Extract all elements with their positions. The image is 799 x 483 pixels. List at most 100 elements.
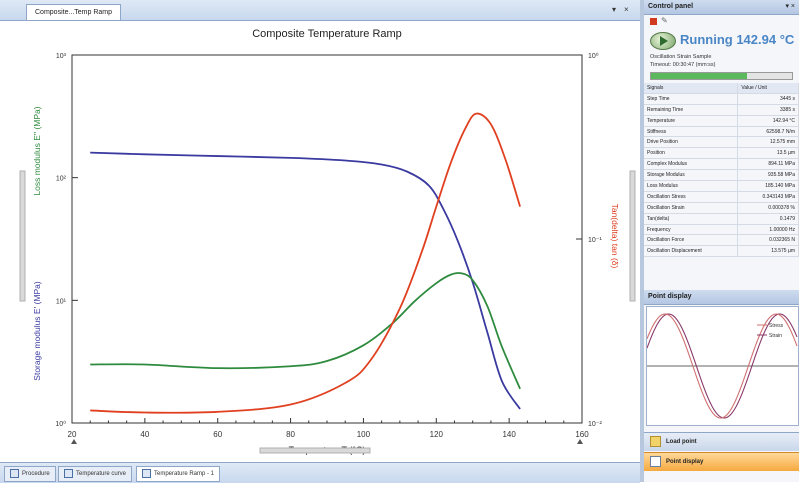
- y-left-tick-label: 10¹: [56, 298, 67, 305]
- ramp-icon: [142, 468, 151, 478]
- curve-icon: [64, 468, 73, 478]
- stress-wave: [647, 313, 798, 419]
- stop-icon[interactable]: [650, 18, 657, 25]
- table-row[interactable]: Oscillation Force 0.032365 N: [644, 234, 799, 247]
- signal-value: 13.5 µm: [737, 147, 799, 160]
- nav-point-display-label: Point display: [666, 459, 704, 465]
- table-row[interactable]: Oscillation Strain 0.000378 %: [644, 202, 799, 214]
- series-line-storage-modulus: [90, 151, 521, 410]
- legend-strain-label: Strain: [769, 333, 782, 339]
- close-icon[interactable]: ×: [624, 5, 629, 14]
- progress-fill: [651, 73, 747, 79]
- y-left-tick-label: 10³: [56, 53, 67, 60]
- settings-icon[interactable]: ✎: [661, 16, 668, 25]
- pane-splitter[interactable]: [640, 0, 644, 482]
- table-row[interactable]: Storage Modulus 935.58 MPa: [644, 169, 799, 182]
- x-scroll-up-arrow: [71, 439, 77, 444]
- table-row[interactable]: Oscillation Stress 0.343143 MPa: [644, 191, 799, 203]
- procedure-icon: [10, 468, 19, 478]
- table-row[interactable]: Tan(delta) 0.1479: [644, 213, 799, 225]
- signal-name: Stiffness: [644, 126, 739, 138]
- signal-name: Oscillation Displacement: [644, 245, 739, 258]
- table-row[interactable]: Position 13.5 µm: [644, 147, 799, 160]
- signal-name: Temperature: [644, 115, 739, 127]
- tab-temperature-ramp-label: Temperature Ramp - 1: [154, 471, 215, 477]
- tab-temperature-curve[interactable]: Temperature curve: [58, 466, 133, 482]
- table-row[interactable]: Stiffness 62598.7 N/m: [644, 126, 799, 138]
- chart-area: Composite Temperature Ramp 20 40 60 80 100 120…: [0, 21, 640, 461]
- signal-value: 935.58 MPa: [737, 169, 799, 182]
- waveform-plot: Stress Strain: [646, 306, 799, 426]
- table-row[interactable]: Loss Modulus 185.140 MPa: [644, 180, 799, 192]
- bottom-tab-bar: Procedure Temperature curve Temperature …: [0, 462, 640, 483]
- point-display-title: Point display: [648, 293, 692, 300]
- load-point-icon: [650, 435, 661, 447]
- signal-name: Complex Modulus: [644, 158, 739, 171]
- x-scroll-right-arrow: [577, 439, 583, 444]
- x-tick-label: 20: [68, 430, 77, 439]
- signal-table: Signals Value / Unit Step Time 3445 s Remai…: [644, 83, 799, 258]
- tab-procedure[interactable]: Procedure: [4, 466, 56, 482]
- nav-load-point[interactable]: Load point: [644, 432, 799, 451]
- table-row[interactable]: Frequency 1.00000 Hz: [644, 224, 799, 236]
- signal-value: 12.575 mm: [737, 136, 799, 149]
- y-left-storage-label: Storage modulus E' (MPa): [32, 281, 42, 381]
- x-tick-label: 40: [140, 430, 149, 439]
- tab-temperature-curve-label: Temperature curve: [76, 471, 127, 477]
- pin-icon[interactable]: ▾ ×: [785, 3, 795, 10]
- signal-value: 3445 s: [737, 93, 799, 105]
- document-tab[interactable]: Composite...Temp Ramp: [26, 4, 122, 20]
- table-header-1[interactable]: Value / Unit: [737, 83, 799, 94]
- signal-name: Drive Position: [644, 136, 739, 149]
- signal-value: 3385 s: [737, 104, 799, 116]
- y-right-tick-label: 10⁰: [588, 52, 599, 60]
- legend-stress-label: Stress: [769, 323, 784, 329]
- x-tick-label: 60: [213, 430, 222, 439]
- signal-name: Step Time: [644, 93, 739, 105]
- left-axis-scroll: [19, 170, 26, 302]
- y-left-tick-label: 10²: [56, 176, 67, 183]
- table-row[interactable]: Step Time 3445 s: [644, 93, 799, 105]
- series-line-tan-delta-: [90, 112, 521, 414]
- tab-temperature-ramp[interactable]: Temperature Ramp - 1: [136, 466, 221, 482]
- tab-dropdown-icon[interactable]: ▾: [612, 5, 617, 14]
- signal-value: 13.575 µm: [737, 245, 799, 258]
- signal-value: 894.11 MPa: [737, 158, 799, 171]
- table-row[interactable]: Drive Position 12.575 mm: [644, 136, 799, 149]
- table-row[interactable]: Remaining Time 3385 s: [644, 104, 799, 116]
- control-panel-title: Control panel: [648, 3, 694, 10]
- signal-name: Frequency: [644, 224, 739, 236]
- control-panel: Control panel ▾ × ✎ Running 142.94 °C Os…: [644, 0, 799, 482]
- y-left-tick-label: 10⁰: [55, 420, 66, 428]
- signal-value: 0.1479: [737, 213, 799, 225]
- run-status-text: Running 142.94 °C: [680, 32, 795, 47]
- table-row[interactable]: Complex Modulus 894.11 MPa: [644, 158, 799, 171]
- signal-value: 142.94 °C: [737, 115, 799, 127]
- elapsed-time: Timeout: 00:30:47 (mm:ss): [650, 62, 716, 68]
- signal-value: 62598.7 N/m: [737, 126, 799, 138]
- signal-name: Remaining Time: [644, 104, 739, 116]
- signal-name: Storage Modulus: [644, 169, 739, 182]
- nav-point-display[interactable]: Point display: [644, 452, 799, 471]
- signal-name: Position: [644, 147, 739, 160]
- status-detail: Oscillation Strain Sample: [650, 54, 712, 60]
- y-right-label: Tan(delta) tan (δ): [610, 204, 620, 269]
- x-tick-label: 160: [575, 430, 589, 439]
- signal-name: Oscillation Stress: [644, 191, 739, 203]
- point-display-pane: Point display Stress Strain: [644, 290, 799, 430]
- progress-bar: [650, 72, 793, 80]
- table-header-0[interactable]: Signals: [644, 83, 739, 94]
- temperature-ramp-chart: Composite Temperature Ramp 20 40 60 80 100 120…: [0, 21, 640, 461]
- point-display-icon: [650, 455, 661, 467]
- x-tick-label: 140: [502, 430, 516, 439]
- chart-background: [0, 21, 640, 461]
- signal-value: 0.343143 MPa: [737, 191, 799, 203]
- table-row[interactable]: Oscillation Displacement 13.575 µm: [644, 245, 799, 258]
- document-tab-bar: Composite...Temp Ramp ▾ ×: [0, 0, 640, 21]
- document-tab-label: Composite...Temp Ramp: [35, 9, 113, 16]
- point-display-header: Point display: [644, 290, 799, 305]
- x-tick-label: 100: [357, 430, 371, 439]
- x-tick-label: 120: [430, 430, 444, 439]
- table-row[interactable]: Temperature 142.94 °C: [644, 115, 799, 127]
- signal-value: 185.140 MPa: [737, 180, 799, 192]
